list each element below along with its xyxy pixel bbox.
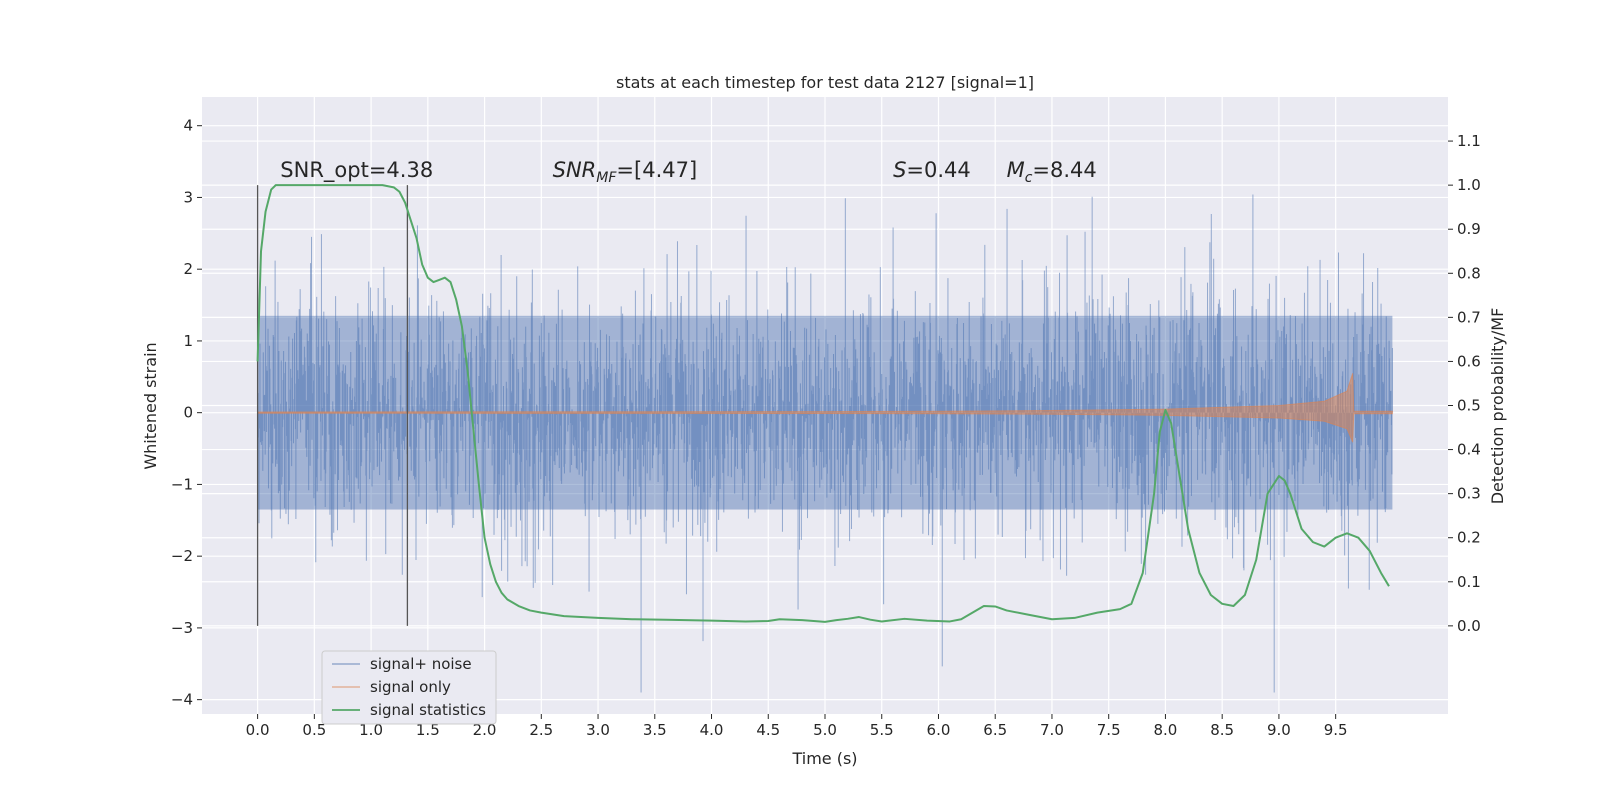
x-tick-label-8: 4.0: [700, 721, 724, 739]
x-tick-label-6: 3.0: [586, 721, 610, 739]
x-tick-label-17: 8.5: [1210, 721, 1234, 739]
statistics-trace: [256, 184, 1390, 623]
x-tick-label-7: 3.5: [643, 721, 667, 739]
yr-tick-label-4: 0.4: [1457, 441, 1481, 459]
boundary-lines: [256, 185, 409, 626]
yr-tick-label-8: 0.8: [1457, 264, 1481, 282]
x-tick-label-1: 0.5: [302, 721, 326, 739]
yr-tick-label-2: 0.2: [1457, 529, 1481, 547]
yr-tick-label-11: 1.1: [1457, 132, 1481, 150]
x-tick-label-3: 1.5: [416, 721, 440, 739]
legend-label-signal-only: signal only: [370, 678, 451, 696]
yr-tick-label-0: 0.0: [1457, 617, 1481, 635]
yl-tick-label-1: −3: [171, 619, 193, 637]
chart-title: stats at each timestep for test data 212…: [616, 73, 1034, 92]
signal-statistics-series: [256, 184, 1390, 623]
signal-only-trace: [257, 373, 1393, 443]
yl-tick-label-5: 1: [183, 332, 193, 350]
annotation-0: SNR_opt=4.38: [280, 158, 433, 183]
y-left-axis-ticks: −4 −3 −2 −1 0 1 2 3 4: [171, 117, 202, 709]
x-tick-label-16: 8.0: [1154, 721, 1178, 739]
yr-tick-label-3: 0.3: [1457, 485, 1481, 503]
legend-label-statistics: signal statistics: [370, 701, 486, 719]
y-right-axis-ticks: 0.0 0.1 0.2 0.3 0.4 0.5 0.6 0.7 0.8 0.9 1.0 1.1: [1448, 132, 1481, 635]
x-tick-label-19: 9.5: [1324, 721, 1348, 739]
yl-tick-label-8: 4: [183, 117, 193, 135]
legend-label-noise: signal+ noise: [370, 655, 472, 673]
x-tick-label-4: 2.0: [473, 721, 497, 739]
yl-tick-label-3: −1: [171, 475, 193, 493]
x-axis-ticks: 0.0 0.5 1.0 1.5 2.0 2.5 3.0 3.5 4.0 4.5 5.0 5.5 6.0 6…: [246, 714, 1348, 739]
legend: signal+ noise signal only signal statist…: [321, 650, 497, 725]
yr-tick-label-10: 1.0: [1457, 176, 1481, 194]
annotation-2: S=0.44: [893, 158, 971, 182]
x-tick-label-12: 6.0: [927, 721, 951, 739]
x-axis-label: Time (s): [791, 749, 857, 768]
x-tick-label-14: 7.0: [1040, 721, 1064, 739]
yl-tick-label-2: −2: [171, 547, 193, 565]
y-left-axis-label: Whitened strain: [141, 342, 160, 469]
x-tick-label-0: 0.0: [246, 721, 270, 739]
x-tick-label-15: 7.5: [1097, 721, 1121, 739]
annotation-3: Mc=8.44: [1007, 158, 1097, 186]
annotations: SNR_opt=4.38 SNRMF=[4.47] S=0.44 Mc=8.44: [280, 158, 1096, 186]
x-tick-label-11: 5.5: [870, 721, 894, 739]
yl-tick-label-4: 0: [183, 404, 193, 422]
yl-tick-label-6: 2: [183, 260, 193, 278]
y-right-axis-label: Detection probability/MF: [1488, 308, 1507, 505]
yl-tick-label-0: −4: [171, 691, 193, 709]
x-tick-label-2: 1.0: [359, 721, 383, 739]
annotation-1: SNRMF=[4.47]: [553, 158, 698, 186]
x-tick-label-10: 5.0: [813, 721, 837, 739]
yr-tick-label-6: 0.6: [1457, 352, 1481, 370]
yr-tick-label-7: 0.7: [1457, 308, 1481, 326]
legend-box: [321, 650, 497, 725]
x-tick-label-18: 9.0: [1267, 721, 1291, 739]
yl-tick-label-7: 3: [183, 188, 193, 206]
yr-tick-label-5: 0.5: [1457, 397, 1481, 415]
signal-only-series: [257, 373, 1393, 443]
yr-tick-label-1: 0.1: [1457, 573, 1481, 591]
x-tick-label-13: 6.5: [983, 721, 1007, 739]
x-tick-label-5: 2.5: [529, 721, 553, 739]
yr-tick-label-9: 0.9: [1457, 220, 1481, 238]
x-tick-label-9: 4.5: [756, 721, 780, 739]
